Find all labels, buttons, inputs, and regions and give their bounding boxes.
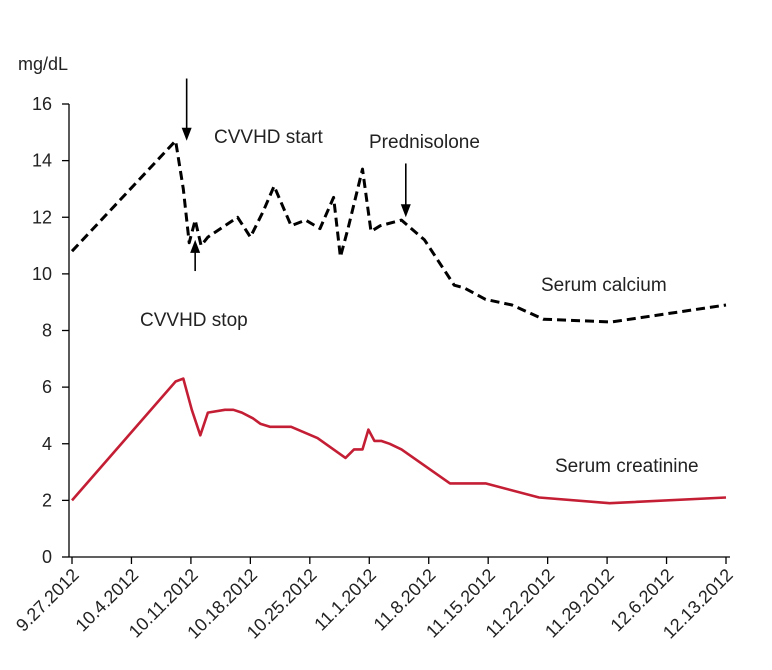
- y-tick-label: 16: [32, 94, 52, 114]
- series-label-calcium: Serum calcium: [541, 275, 667, 296]
- y-ticks: 0 2 4 6 8 10 12 14 16: [32, 94, 69, 567]
- annotation-cvvhd-start: CVVHD start: [214, 127, 323, 148]
- y-tick-label: 6: [42, 377, 52, 397]
- arrow-head: [181, 127, 192, 141]
- y-tick-label: 10: [32, 264, 52, 284]
- y-tick-label: 8: [42, 321, 52, 341]
- series-line-creatinine: [71, 377, 727, 505]
- x-tick-label: 11.1.2012: [310, 565, 380, 635]
- annotation-prednisolone: Prednisolone: [369, 132, 480, 153]
- arrow-prednisolone: [400, 163, 411, 218]
- arrow-cvvhd-start: [181, 78, 192, 141]
- arrow-cvvhd-stop: [190, 239, 201, 272]
- x-tick-label: 9.27.2012: [12, 565, 83, 636]
- y-tick-label: 14: [32, 151, 52, 171]
- annotation-cvvhd-stop: CVVHD stop: [140, 310, 248, 331]
- y-axis-label: mg/dL: [18, 54, 68, 74]
- series-label-creatinine: Serum creatinine: [555, 456, 699, 477]
- y-tick-label: 0: [42, 547, 52, 567]
- x-ticks: 9.27.201210.4.201210.11.201210.18.201210…: [12, 557, 737, 643]
- series-line-calcium: [70, 139, 727, 324]
- y-tick-label: 12: [32, 207, 52, 227]
- y-tick-label: 2: [42, 490, 52, 510]
- y-tick-label: 4: [42, 434, 52, 454]
- annotation-layer: [181, 78, 411, 272]
- series-layer: [70, 139, 727, 505]
- arrow-head: [190, 239, 201, 253]
- arrow-head: [400, 204, 411, 218]
